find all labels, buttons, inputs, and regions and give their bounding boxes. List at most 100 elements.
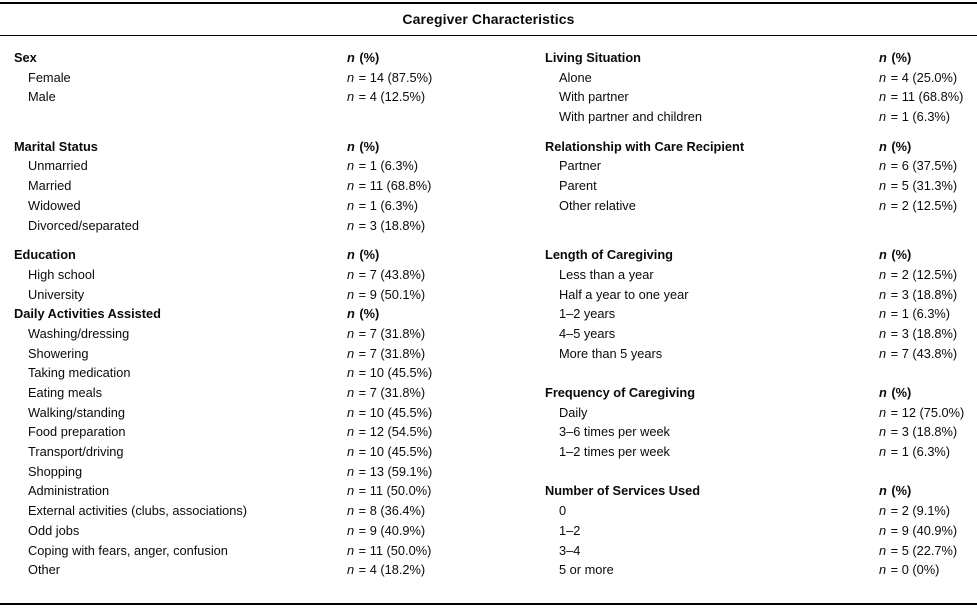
left-category-label: Female — [28, 69, 71, 85]
left-stat-value: n = 4 (18.2%) — [347, 562, 426, 578]
left-category-label: Divorced/separated — [28, 217, 139, 233]
right-stat-value: n = 5 (22.7%) — [879, 542, 958, 558]
left-category-label: Marital Status — [14, 138, 98, 154]
table-row: Widowed n = 1 (6.3%) Other relative n = 2 (… — [14, 196, 977, 216]
right-category-label: Parent — [559, 178, 597, 194]
right-category-label: 3–4 — [559, 542, 581, 558]
left-category-label: Coping with fears, anger, confusion — [28, 542, 228, 558]
right-stat-value: n = 1 (6.3%) — [879, 109, 951, 125]
right-category-label: 3–6 times per week — [559, 424, 670, 440]
left-stat-value: n = 7 (43.8%) — [347, 266, 426, 282]
bottom-rule — [0, 603, 977, 605]
right-stat-value: n = 5 (31.3%) — [879, 178, 958, 194]
table-row: With partner and children n = 1 (6.3%) — [14, 107, 977, 127]
table-row: Walking/standing n = 10 (45.5%) Daily n = 1… — [14, 403, 977, 423]
right-category-label: Length of Caregiving — [545, 247, 673, 263]
right-category-label: 4–5 years — [559, 325, 616, 341]
table-row: Sex n (%) Living Situation n (%) — [14, 48, 977, 68]
right-stat-value: n = 2 (12.5%) — [879, 266, 958, 282]
table-row: Male n = 4 (12.5%) With partner n = 11 (68.… — [14, 87, 977, 107]
table-row: Administration n = 11 (50.0%) Number of Se… — [14, 481, 977, 501]
table-row: Daily Activities Assisted n (%) 1–2 years n… — [14, 304, 977, 324]
table-row: Unmarried n = 1 (6.3%) Partner n = 6 (37.5%… — [14, 156, 977, 176]
left-stat-value: n (%) — [347, 306, 380, 322]
left-category-label: Eating meals — [28, 385, 102, 400]
table-title-bar: Caregiver Characteristics — [0, 4, 977, 36]
table-row: Transport/driving n = 10 (45.5%) 1–2 times… — [14, 442, 977, 462]
left-stat-value: n = 1 (6.3%) — [347, 197, 419, 213]
right-category-label: Relationship with Care Recipient — [545, 138, 745, 154]
table-row: External activities (clubs, associations… — [14, 501, 977, 521]
right-category-label: Less than a year — [559, 266, 654, 282]
right-stat-value: n = 9 (40.9%) — [879, 522, 958, 538]
right-stat-value: n = 3 (18.8%) — [879, 286, 958, 302]
left-category-label: Married — [28, 178, 72, 194]
table-row: Taking medication n = 10 (45.5%) — [14, 363, 977, 383]
left-category-label: Sex — [14, 50, 37, 65]
right-category-label: 1–2 times per week — [559, 444, 670, 460]
right-category-label: Frequency of Caregiving — [545, 385, 696, 400]
left-category-label: Male — [28, 89, 56, 105]
left-category-label: Other — [28, 562, 61, 578]
right-stat-value: n = 2 (12.5%) — [879, 197, 958, 213]
right-stat-value: n = 11 (68.8%) — [879, 89, 964, 105]
right-stat-value: n = 2 (9.1%) — [879, 503, 951, 519]
right-stat-value: n = 1 (6.3%) — [879, 306, 951, 322]
table-row: Marital Status n (%) Relationship with Car… — [14, 137, 977, 157]
left-category-label: Odd jobs — [28, 522, 80, 538]
table-row: Shopping n = 13 (59.1%) — [14, 462, 977, 482]
left-category-label: High school — [28, 266, 95, 282]
right-category-label: Other relative — [559, 197, 636, 213]
table-row: Showering n = 7 (31.8%) More than 5 years n… — [14, 344, 977, 364]
left-stat-value: n = 9 (40.9%) — [347, 522, 426, 538]
right-category-label: With partner — [559, 89, 629, 105]
right-category-label: Number of Services Used — [545, 483, 701, 499]
left-category-label: Widowed — [28, 197, 81, 213]
left-stat-value: n = 9 (50.1%) — [347, 286, 426, 302]
left-category-label: Shopping — [28, 463, 83, 479]
left-stat-value: n = 7 (31.8%) — [347, 345, 426, 361]
right-stat-value: n = 3 (18.8%) — [879, 424, 958, 440]
left-category-label: Washing/dressing — [28, 325, 130, 341]
left-stat-value: n = 14 (87.5%) — [347, 69, 433, 85]
right-category-label: With partner and children — [559, 109, 702, 125]
table-body: Sex n (%) Living Situation n (%) Female n = 1… — [0, 36, 977, 580]
left-category-label: Education — [14, 247, 76, 263]
left-category-label: Unmarried — [28, 158, 88, 174]
right-category-label: Partner — [559, 158, 601, 174]
table-title: Caregiver Characteristics — [402, 11, 575, 27]
table-row: Eating meals n = 7 (31.8%) Frequency of Ca… — [14, 383, 977, 403]
right-category-label: Daily — [559, 404, 588, 420]
right-stat-value: n = 1 (6.3%) — [879, 444, 951, 460]
left-category-label: Walking/standing — [28, 404, 125, 420]
left-stat-value: n (%) — [347, 50, 380, 65]
right-category-label: 1–2 years — [559, 306, 616, 322]
left-category-label: Daily Activities Assisted — [14, 306, 161, 322]
right-stat-value: n = 7 (43.8%) — [879, 345, 958, 361]
left-stat-value: n = 11 (50.0%) — [347, 542, 432, 558]
left-stat-value: n = 3 (18.8%) — [347, 217, 426, 233]
left-stat-value: n = 11 (68.8%) — [347, 178, 432, 194]
right-category-label: Living Situation — [545, 50, 641, 65]
table-row: Washing/dressing n = 7 (31.8%) 4–5 years n … — [14, 324, 977, 344]
table-row: Food preparation n = 12 (54.5%) 3–6 times … — [14, 422, 977, 442]
left-stat-value: n = 7 (31.8%) — [347, 325, 426, 341]
right-stat-value: n = 6 (37.5%) — [879, 158, 958, 174]
right-category-label: 0 — [559, 503, 567, 519]
left-category-label: Taking medication — [28, 365, 131, 381]
right-stat-value: n = 0 (0%) — [879, 562, 940, 578]
right-category-label: 1–2 — [559, 522, 581, 538]
left-stat-value: n = 7 (31.8%) — [347, 385, 426, 400]
table-row: High school n = 7 (43.8%) Less than a year… — [14, 265, 977, 285]
right-stat-value: n = 3 (18.8%) — [879, 325, 958, 341]
left-stat-value: n = 12 (54.5%) — [347, 424, 433, 440]
right-stat-value: n (%) — [879, 247, 912, 263]
right-stat-value: n (%) — [879, 138, 912, 154]
table-row: Married n = 11 (68.8%) Parent n = 5 (31.3%) — [14, 176, 977, 196]
left-category-label: Administration — [28, 483, 110, 499]
table-row: Odd jobs n = 9 (40.9%) 1–2 n = 9 (40.9%) — [14, 521, 977, 541]
right-category-label: Alone — [559, 69, 592, 85]
left-stat-value: n = 4 (12.5%) — [347, 89, 426, 105]
left-stat-value: n = 10 (45.5%) — [347, 444, 433, 460]
